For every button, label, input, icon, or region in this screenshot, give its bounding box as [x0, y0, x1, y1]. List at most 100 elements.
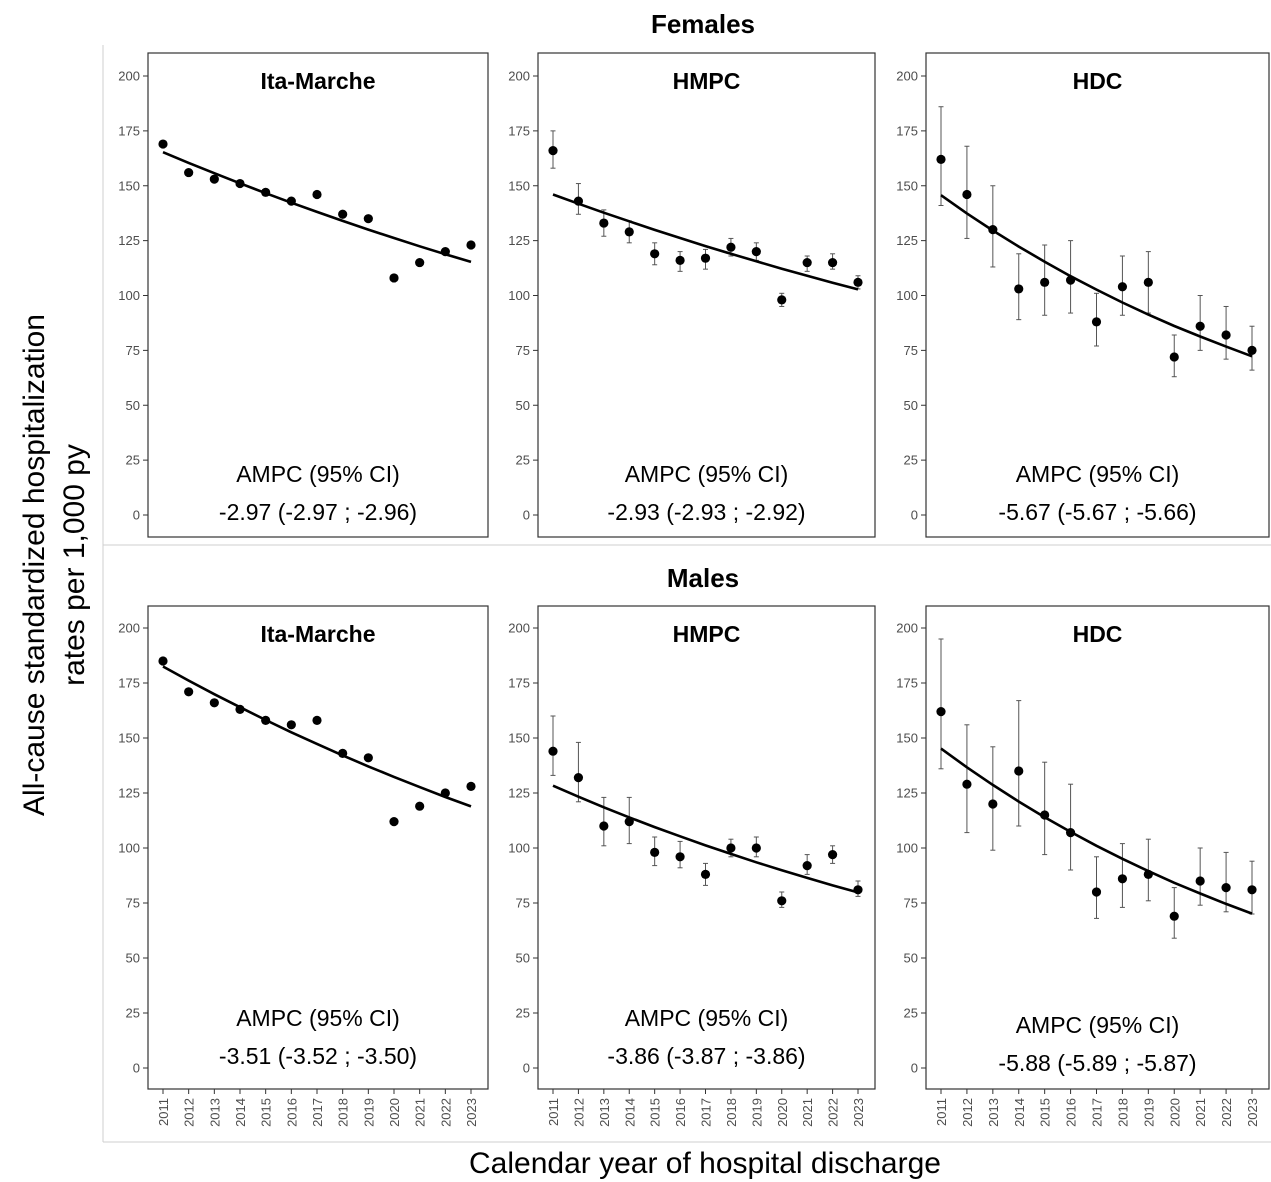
y-tick-label: 0	[133, 508, 140, 523]
row-title-males: Males	[667, 563, 739, 593]
data-point	[777, 295, 787, 305]
data-point	[700, 253, 711, 263]
error-bar	[575, 741, 581, 803]
y-tick-label: 0	[523, 1061, 530, 1076]
data-point	[1247, 345, 1257, 355]
data-point	[988, 225, 998, 235]
data-point	[675, 852, 685, 862]
panel-title: HMPC	[673, 621, 741, 647]
data-point	[1091, 887, 1102, 897]
y-tick-label: 125	[118, 233, 140, 248]
data-point	[624, 817, 634, 827]
ampc-value: -5.67 (-5.67 ; -5.66)	[998, 499, 1196, 525]
x-tick-label: 2019	[1141, 1098, 1156, 1127]
error-bar	[938, 638, 944, 770]
ampc-value: -2.93 (-2.93 ; -2.92)	[607, 499, 805, 525]
panel-title: HMPC	[673, 68, 741, 94]
panel-frame	[147, 605, 489, 1090]
data-point	[700, 869, 711, 880]
y-tick-label: 50	[516, 951, 530, 966]
data-point	[548, 746, 558, 756]
y-tick-label: 150	[508, 178, 530, 193]
y-tick-label: 0	[133, 1061, 140, 1076]
y-tick-label: 150	[118, 731, 140, 746]
x-tick-label: 2017	[310, 1098, 325, 1127]
x-tick-label: 2017	[699, 1098, 714, 1127]
panel-males-hmpc: 0 25 50 75 100 125 150 175 200 2011 2012 2013 2014 20…	[508, 605, 876, 1127]
x-tick-label: 2017	[1090, 1098, 1105, 1127]
data-point	[1195, 876, 1205, 886]
y-tick-label: 125	[118, 786, 140, 801]
y-tick-label: 0	[911, 508, 918, 523]
y-tick-label: 175	[896, 676, 918, 691]
ampc-label: AMPC (95% CI)	[1016, 461, 1180, 487]
y-tick-label: 50	[126, 398, 140, 413]
data-point	[573, 196, 584, 206]
y-tick-label: 75	[904, 896, 918, 911]
y-tick-label: 150	[508, 731, 530, 746]
data-point	[624, 227, 634, 237]
trend-line	[162, 665, 472, 808]
y-tick-label: 150	[896, 178, 918, 193]
data-point	[363, 214, 373, 224]
data-point	[827, 850, 838, 860]
data-point	[1065, 275, 1076, 285]
panel-females-hmpc: 0 25 50 75 100 125 150 175 200 HMPC AMPC (95% CI) -…	[508, 52, 876, 538]
data-point	[675, 255, 685, 265]
y-tick-label: 200	[118, 621, 140, 636]
panel-frame	[147, 52, 489, 538]
data-point	[338, 209, 348, 219]
y-tick-label: 25	[516, 453, 530, 468]
data-point	[962, 779, 972, 789]
data-point	[235, 178, 245, 189]
ampc-label: AMPC (95% CI)	[236, 1005, 400, 1031]
y-tick-label: 100	[508, 288, 530, 303]
y-tick-label: 100	[896, 841, 918, 856]
data-point	[827, 257, 838, 268]
trend-line	[552, 193, 859, 291]
data-point	[389, 817, 399, 827]
data-point	[548, 146, 558, 156]
data-point	[599, 218, 609, 228]
ampc-label: AMPC (95% CI)	[1016, 1012, 1180, 1038]
y-tick-label: 25	[126, 453, 140, 468]
x-tick-label: 2018	[336, 1098, 351, 1127]
x-tick-label: 2016	[673, 1098, 688, 1127]
x-tick-label: 2018	[724, 1098, 739, 1127]
data-point	[209, 698, 219, 708]
x-tick-label: 2015	[1038, 1098, 1053, 1127]
y-tick-label: 125	[896, 786, 918, 801]
x-tick-label: 2013	[986, 1098, 1001, 1127]
error-bar	[1068, 783, 1074, 871]
x-tick-label: 2011	[156, 1098, 171, 1126]
x-tick-label: 2014	[233, 1098, 248, 1127]
ampc-value: -3.86 (-3.87 ; -3.86)	[607, 1043, 805, 1069]
ampc-label: AMPC (95% CI)	[625, 1005, 789, 1031]
y-tick-label: 50	[904, 951, 918, 966]
y-tick-label: 25	[904, 1006, 918, 1021]
error-bar	[1223, 851, 1229, 913]
ampc-label: AMPC (95% CI)	[236, 461, 400, 487]
data-point	[650, 249, 660, 259]
y-axis-title: All-cause standardized hospitalization r…	[18, 314, 91, 816]
y-tick-label: 75	[516, 343, 530, 358]
data-point	[599, 821, 609, 831]
y-tick-label: 100	[896, 288, 918, 303]
x-tick-label: 2013	[597, 1098, 612, 1127]
error-bar	[550, 715, 556, 776]
data-point	[573, 773, 584, 783]
data-point	[338, 748, 348, 759]
y-tick-label: 50	[126, 951, 140, 966]
panel-females-hdc: 0 25 50 75 100 125 150 175 200 HDC AMPC (95% CI) -5…	[896, 52, 1270, 538]
x-tick-label: 2020	[775, 1098, 790, 1127]
x-tick-label: 2018	[1115, 1098, 1130, 1127]
x-axis-title: Calendar year of hospital discharge	[469, 1147, 941, 1180]
y-tick-label: 150	[896, 731, 918, 746]
data-point	[1221, 330, 1231, 340]
row-title-females: Females	[651, 9, 755, 39]
data-point	[1117, 874, 1128, 884]
data-point	[286, 196, 296, 206]
data-point	[389, 273, 399, 283]
x-tick-label: 2014	[1012, 1098, 1027, 1127]
ampc-label: AMPC (95% CI)	[625, 461, 789, 487]
